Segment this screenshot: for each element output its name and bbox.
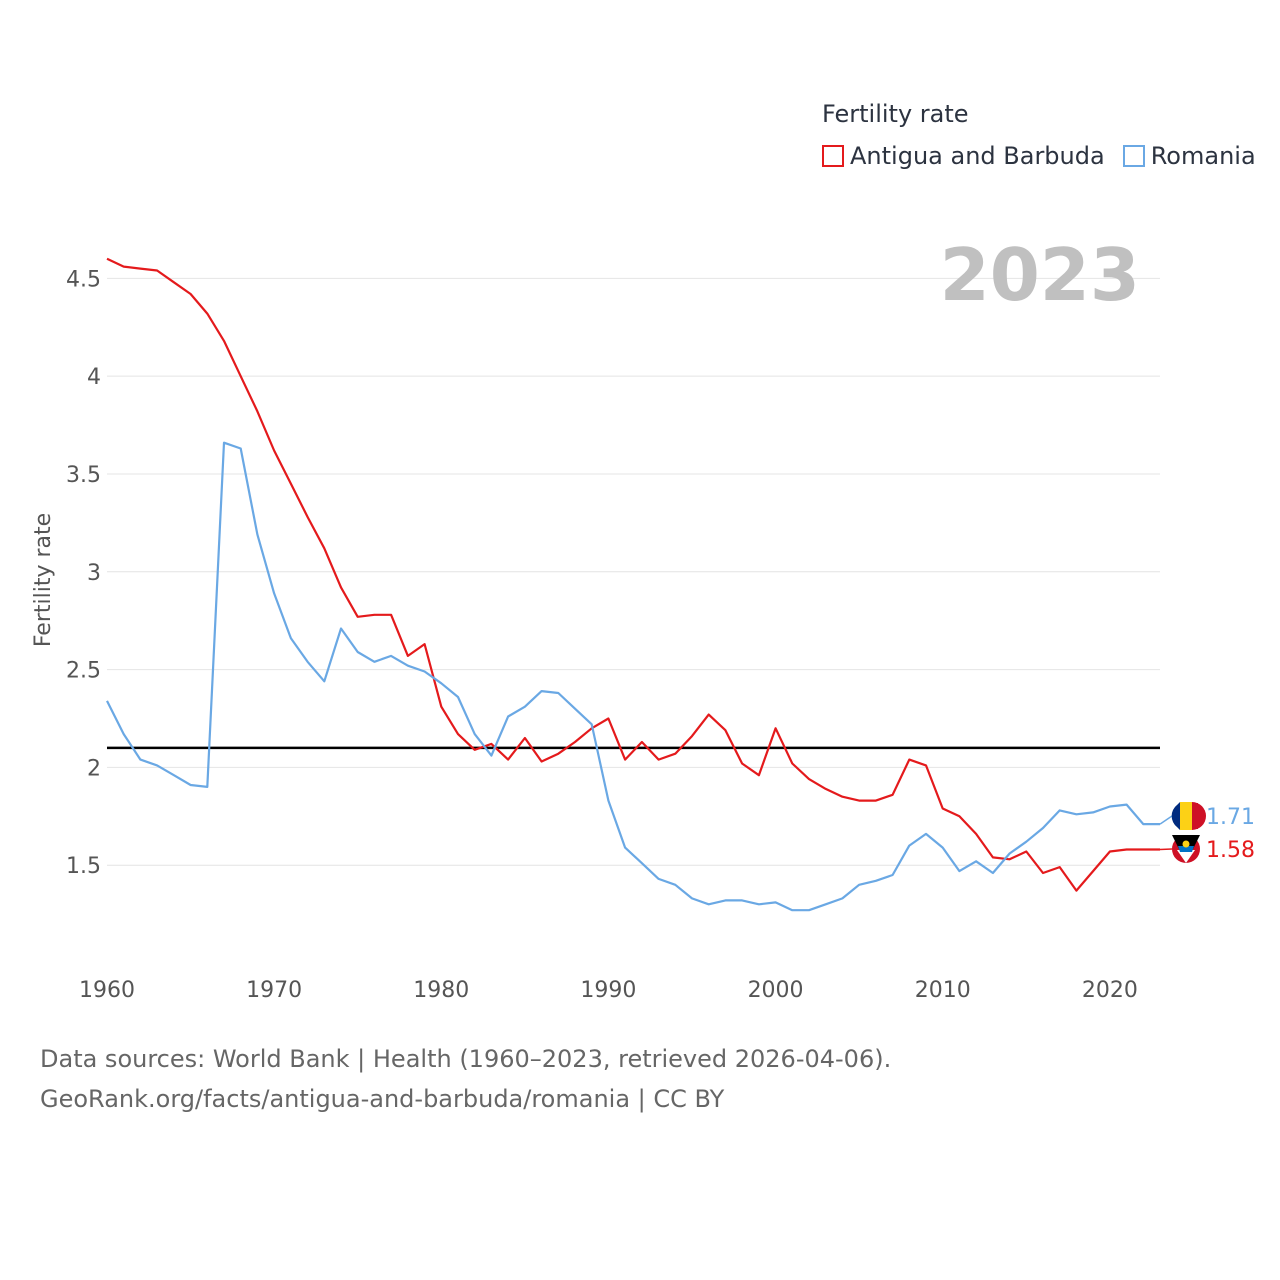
end-value-label-antigua: 1.58 [1206, 838, 1255, 863]
flag-part [1178, 846, 1194, 852]
series-line-antigua [106, 257, 1160, 892]
x-tick-label: 1980 [413, 978, 469, 1003]
legend-label-antigua: Antigua and Barbuda [850, 142, 1105, 170]
flag-part [1182, 840, 1190, 848]
legend: Antigua and Barbuda Romania [822, 142, 1274, 170]
y-tick-label: 4 [87, 365, 101, 390]
end-connector-romania [1159, 815, 1173, 825]
x-tick-label: 1990 [580, 978, 636, 1003]
legend-swatch-antigua [822, 145, 844, 167]
y-axis-label: Fertility rate [31, 513, 56, 647]
legend-title: Fertility rate [822, 100, 969, 128]
flag-part [1177, 850, 1195, 863]
flag-part [1171, 802, 1180, 830]
end-markers: 1.71 1.58 [1159, 802, 1255, 863]
x-axis-ticks: 1960 1970 1980 1990 2000 2010 2020 [79, 978, 1138, 1003]
x-tick-label: 2010 [915, 978, 971, 1003]
y-tick-label: 2.5 [66, 659, 101, 684]
flag-part [1192, 802, 1206, 830]
legend-item-antigua[interactable]: Antigua and Barbuda [822, 142, 1105, 170]
y-axis-ticks: 1.5 2 2.5 3 3.5 4 4.5 [66, 267, 101, 879]
x-tick-label: 1970 [246, 978, 302, 1003]
grid-lines [107, 277, 1160, 866]
flag-icon-romania [1171, 802, 1206, 830]
end-connector-antigua [1159, 848, 1173, 851]
x-tick-label: 2000 [748, 978, 804, 1003]
legend-label-romania: Romania [1150, 142, 1256, 170]
x-tick-label: 1960 [79, 978, 135, 1003]
legend-swatch-romania [1122, 145, 1145, 167]
y-tick-label: 3 [87, 561, 101, 586]
year-label: 2023 [940, 233, 1140, 317]
footer-link[interactable]: GeoRank.org/facts/antigua-and-barbuda/ro… [40, 1085, 725, 1113]
y-tick-label: 3.5 [66, 463, 101, 488]
y-tick-label: 1.5 [66, 854, 101, 879]
y-tick-label: 2 [87, 756, 101, 781]
end-value-label-romania: 1.71 [1206, 805, 1255, 830]
flag-icon-antigua [1172, 835, 1200, 863]
x-tick-label: 2020 [1082, 978, 1138, 1003]
footer-sources: Data sources: World Bank | Health (1960–… [40, 1045, 892, 1073]
series-line-romania [106, 441, 1160, 912]
series-group [106, 257, 1160, 912]
flag-part [1180, 802, 1192, 830]
y-tick-label: 4.5 [66, 267, 101, 292]
legend-item-romania[interactable]: Romania [1122, 142, 1256, 170]
